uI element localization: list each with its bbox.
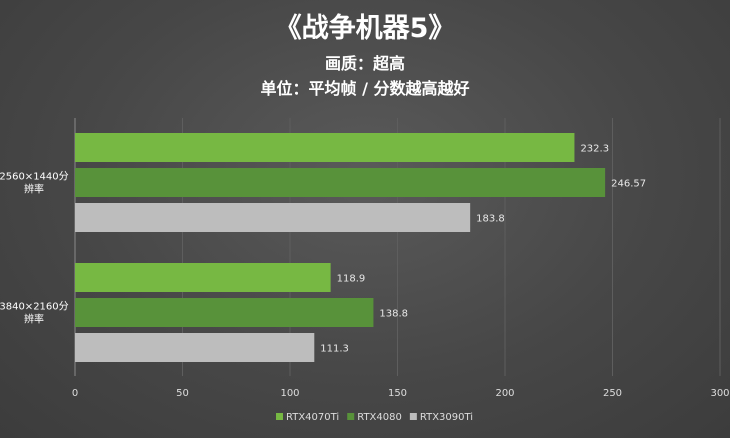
- x-tick-label: 200: [495, 388, 514, 399]
- legend-swatch-rtx4070ti: [276, 413, 283, 420]
- bar-rtx4070ti: [75, 263, 331, 292]
- data-label: 118.9: [337, 274, 366, 285]
- x-tick-label: 50: [176, 388, 189, 399]
- y-category-label: 2560×1440分: [0, 171, 69, 183]
- x-tick-label: 0: [72, 388, 78, 399]
- x-tick-label: 100: [280, 388, 299, 399]
- legend-label-rtx3090ti: RTX3090Ti: [420, 412, 473, 423]
- data-label: 183.8: [476, 214, 505, 225]
- bar-rtx3090ti: [75, 203, 471, 232]
- chart-subtitle-units: 单位：平均帧 / 分数越高越好: [260, 79, 470, 98]
- legend-swatch-rtx4080: [347, 413, 355, 420]
- data-label: 232.3: [580, 144, 609, 155]
- legend-label-rtx4080: RTX4080: [357, 412, 402, 423]
- data-label: 246.57: [611, 179, 646, 190]
- bar-rtx4070ti: [75, 133, 575, 162]
- data-label: 138.8: [379, 309, 408, 320]
- chart-title: 《战争机器5》: [274, 13, 456, 44]
- data-label: 111.3: [320, 344, 349, 355]
- y-category-label: 辨率: [24, 313, 44, 326]
- x-tick-label: 150: [388, 388, 407, 399]
- y-category-label: 辨率: [24, 183, 44, 196]
- legend-swatch-rtx3090ti: [409, 413, 417, 420]
- x-tick-label: 250: [603, 388, 622, 399]
- x-tick-label: 300: [710, 388, 729, 399]
- bar-rtx4080: [75, 298, 374, 327]
- bar-rtx3090ti: [75, 333, 315, 362]
- chart-subtitle: 画质：超高: [324, 54, 405, 73]
- bar-rtx4080: [75, 168, 606, 197]
- y-category-label: 3840×2160分: [0, 301, 69, 313]
- legend-label-rtx4070ti: RTX4070Ti: [286, 412, 339, 423]
